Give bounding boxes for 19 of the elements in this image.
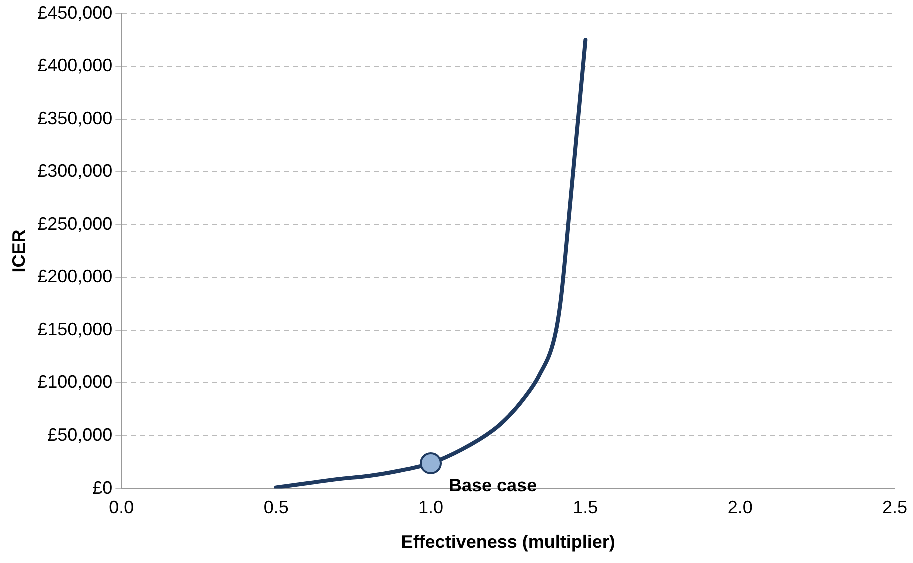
y-tick-label: £200,000 (38, 266, 113, 287)
x-tick-label: 0.5 (264, 498, 289, 518)
y-tick-label: £400,000 (38, 56, 113, 76)
y-tick-label: £300,000 (38, 161, 113, 182)
x-tick-label: 2.5 (882, 498, 908, 518)
y-tick-label: £50,000 (48, 424, 113, 445)
y-tick-label: £450,000 (38, 2, 113, 23)
y-axis-title: ICER (8, 230, 29, 273)
y-tick-label: £250,000 (38, 214, 113, 234)
y-tick-label: £100,000 (38, 372, 113, 392)
y-tick-label: £350,000 (38, 108, 113, 128)
x-tick-label: 2.0 (728, 498, 753, 518)
x-tick-label: 1.0 (418, 498, 444, 518)
y-tick-label: £150,000 (38, 319, 113, 340)
annotation: Base case (449, 475, 538, 496)
x-axis-title: Effectiveness (multiplier) (401, 532, 616, 552)
x-tick-label: 0.0 (109, 498, 134, 518)
x-tick-label: 1.5 (573, 498, 598, 518)
y-tick-label: £0 (92, 478, 113, 498)
